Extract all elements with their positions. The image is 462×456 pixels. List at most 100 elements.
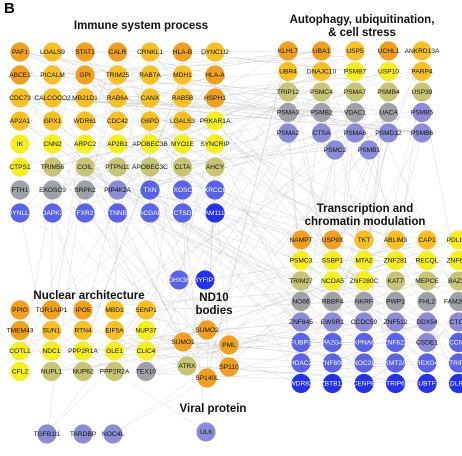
gene-node-ewsr1[interactable]: EWSR1	[321, 312, 345, 332]
gene-node-exosc4[interactable]: EXOSC4	[169, 180, 196, 200]
gene-node-ubtf[interactable]: UBTF	[417, 373, 437, 394]
gene-node-pml[interactable]: PML	[219, 335, 239, 355]
gene-node-gpx1[interactable]: GPX1	[42, 111, 63, 131]
gene-node-dync1i2[interactable]: DYNC1I2	[201, 42, 229, 62]
gene-node-hla-b[interactable]: HLA-B	[173, 42, 193, 62]
gene-node-ahcy[interactable]: AHCY	[205, 157, 225, 177]
gene-node-ddx54[interactable]: DDX54	[416, 312, 438, 332]
gene-node-cdc73[interactable]: CDC73	[9, 88, 31, 108]
gene-node-prkar1a[interactable]: PRKAR1A	[200, 111, 231, 131]
gene-node-fxr2[interactable]: FXR2	[75, 203, 95, 223]
gene-node-ctsd[interactable]: CTSD	[172, 203, 193, 223]
gene-node-usp5[interactable]: USP5	[345, 41, 365, 61]
gene-node-hdac2[interactable]: HDAC2	[290, 353, 313, 373]
gene-node-znf622[interactable]: ZNF622	[384, 332, 408, 353]
gene-node-ap2a1[interactable]: AP2A1	[10, 111, 31, 131]
gene-node-sun1[interactable]: SUN1	[41, 320, 62, 341]
gene-node-uba1[interactable]: UBA1	[311, 41, 332, 61]
gene-node-wdr82[interactable]: WDR82	[289, 373, 313, 394]
gene-node-parp4[interactable]: PARP4	[411, 61, 433, 82]
gene-node-ppp2r2a[interactable]: PPP2R2A	[100, 361, 130, 382]
gene-node-crnkl1[interactable]: CRNKL1	[137, 42, 163, 62]
gene-node-ul6[interactable]: UL6	[196, 422, 216, 442]
gene-node-ik[interactable]: IK	[10, 134, 30, 154]
gene-node-trip4[interactable]: TRIP4	[448, 353, 462, 373]
gene-node-rbbp4[interactable]: RBBP4	[322, 291, 344, 312]
gene-node-uchl1[interactable]: UCHL1	[378, 41, 400, 61]
gene-node-psma2[interactable]: PSMA2	[277, 123, 300, 143]
gene-node-arpc2[interactable]: ARPC2	[74, 134, 96, 154]
gene-node-cotl1[interactable]: COTL1	[9, 341, 31, 361]
gene-node-senp1[interactable]: SENP1	[135, 300, 157, 320]
gene-node-klhl7[interactable]: KLHL7	[278, 41, 298, 61]
gene-node-noc4l[interactable]: NOC4L	[102, 424, 124, 444]
gene-node-trip12[interactable]: TRIP12	[277, 82, 300, 102]
gene-node-mbd1[interactable]: MBD1	[104, 300, 125, 320]
gene-node-ctps1[interactable]: CTPS1	[9, 157, 31, 177]
gene-node-znf638[interactable]: ZNF638	[447, 250, 462, 271]
gene-node-trim25[interactable]: TRIM25	[106, 65, 130, 85]
gene-node-usp9x[interactable]: USP9X	[322, 230, 344, 250]
gene-node-lgals9[interactable]: LGALS9	[40, 42, 65, 62]
gene-node-vdac1[interactable]: VDAC1	[344, 102, 366, 123]
gene-node-nkrf[interactable]: NKRF	[354, 291, 374, 312]
gene-node-sumo1[interactable]: SUMO1	[171, 332, 195, 352]
gene-node-psma3[interactable]: PSMA3	[277, 102, 300, 123]
gene-node-mta2[interactable]: MTA2	[354, 250, 374, 271]
gene-node-psma6[interactable]: PSMA6	[344, 123, 367, 143]
gene-node-zbtb11[interactable]: ZBTB11	[321, 373, 345, 394]
gene-node-abce1[interactable]: ABCE1	[9, 65, 31, 85]
gene-node-psmb5[interactable]: PSMB5	[411, 102, 434, 123]
gene-node-atrx[interactable]: ATRX	[177, 356, 197, 376]
gene-node-baz2a[interactable]: BAZ2A	[448, 271, 462, 291]
gene-node-apobec3c[interactable]: APOBEC3C	[132, 157, 168, 177]
gene-node-znf800[interactable]: ZNF800	[321, 353, 345, 373]
gene-node-tgfb1i1[interactable]: TGFB1I1	[34, 424, 61, 444]
gene-node-ndc1[interactable]: NDC1	[41, 341, 62, 361]
gene-node-ptpn11[interactable]: PTPN11	[105, 157, 130, 177]
gene-node-canx[interactable]: CANX	[140, 88, 160, 108]
gene-node-rexo4[interactable]: REXO4	[416, 353, 439, 373]
gene-node-fam208a[interactable]: FAM208A	[444, 291, 462, 312]
gene-node-trim56[interactable]: TRIM56	[41, 157, 65, 177]
gene-node-ctsa[interactable]: CTSA	[311, 123, 332, 143]
gene-node-xrcc6[interactable]: XRCC6	[204, 180, 227, 200]
gene-node-pwp1[interactable]: PWP1	[385, 291, 405, 312]
gene-node-gpi[interactable]: GPI	[75, 65, 95, 85]
gene-node-apobec3b[interactable]: APOBEC3B	[132, 134, 168, 154]
gene-node-ccnk[interactable]: CCNK	[448, 332, 462, 353]
gene-node-tardbp[interactable]: TARDBP	[70, 424, 97, 444]
gene-node-fubp3[interactable]: FUBP3	[290, 332, 312, 353]
gene-node-ssbp1[interactable]: SSBP1	[322, 250, 344, 271]
gene-node-lgals3[interactable]: LGALS3	[170, 111, 195, 131]
gene-node-gyfip1[interactable]: GYFIP1	[193, 270, 217, 290]
gene-node-clta[interactable]: CLTA	[172, 157, 193, 177]
gene-node-dhx36[interactable]: DHX36	[168, 270, 190, 290]
gene-node-cnn2[interactable]: CNN2	[42, 134, 63, 154]
gene-node-dnajc10[interactable]: DNAJC10	[307, 61, 337, 82]
gene-node-znf512[interactable]: ZNF512	[384, 312, 408, 332]
gene-node-mb21d1[interactable]: MB21D1	[72, 88, 98, 108]
gene-node-psma7[interactable]: PSMA7	[344, 82, 367, 102]
gene-node-ppig[interactable]: PPIG	[10, 300, 30, 320]
gene-node-tor1aip1[interactable]: TOR1AIP1	[36, 300, 68, 320]
gene-node-psmb2[interactable]: PSMB2	[310, 102, 333, 123]
gene-node-txn[interactable]: TXN	[140, 180, 160, 200]
gene-node-ankrd13a[interactable]: ANKRD13A	[405, 41, 440, 61]
gene-node-hla-a[interactable]: HLA-A	[205, 65, 225, 85]
gene-node-mepce[interactable]: MEPCE	[415, 271, 439, 291]
gene-node-ldlrl2[interactable]: LDLRL2	[446, 373, 462, 394]
gene-node-exosc9[interactable]: EXOSC9	[39, 180, 66, 200]
gene-node-tkt[interactable]: TKT	[354, 230, 374, 250]
gene-node-kpna6[interactable]: KPNA6	[353, 332, 375, 353]
gene-node-ccdc59[interactable]: CCDC59	[351, 312, 378, 332]
gene-node-rtn4[interactable]: RTN4	[73, 320, 93, 341]
gene-node-psmc3[interactable]: PSMC3	[290, 250, 313, 271]
gene-node-syncrip[interactable]: SYNCRIP	[200, 134, 230, 154]
gene-node-uaca[interactable]: UACA	[378, 102, 398, 123]
gene-node-znf845[interactable]: ZNF845	[289, 312, 313, 332]
gene-node-nampt[interactable]: NAMPT	[289, 230, 313, 250]
gene-node-ablim3[interactable]: ABLIM3	[384, 230, 408, 250]
gene-node-psmd12[interactable]: PSMD12	[375, 123, 402, 143]
gene-node-kat7[interactable]: KAT7	[385, 271, 406, 291]
